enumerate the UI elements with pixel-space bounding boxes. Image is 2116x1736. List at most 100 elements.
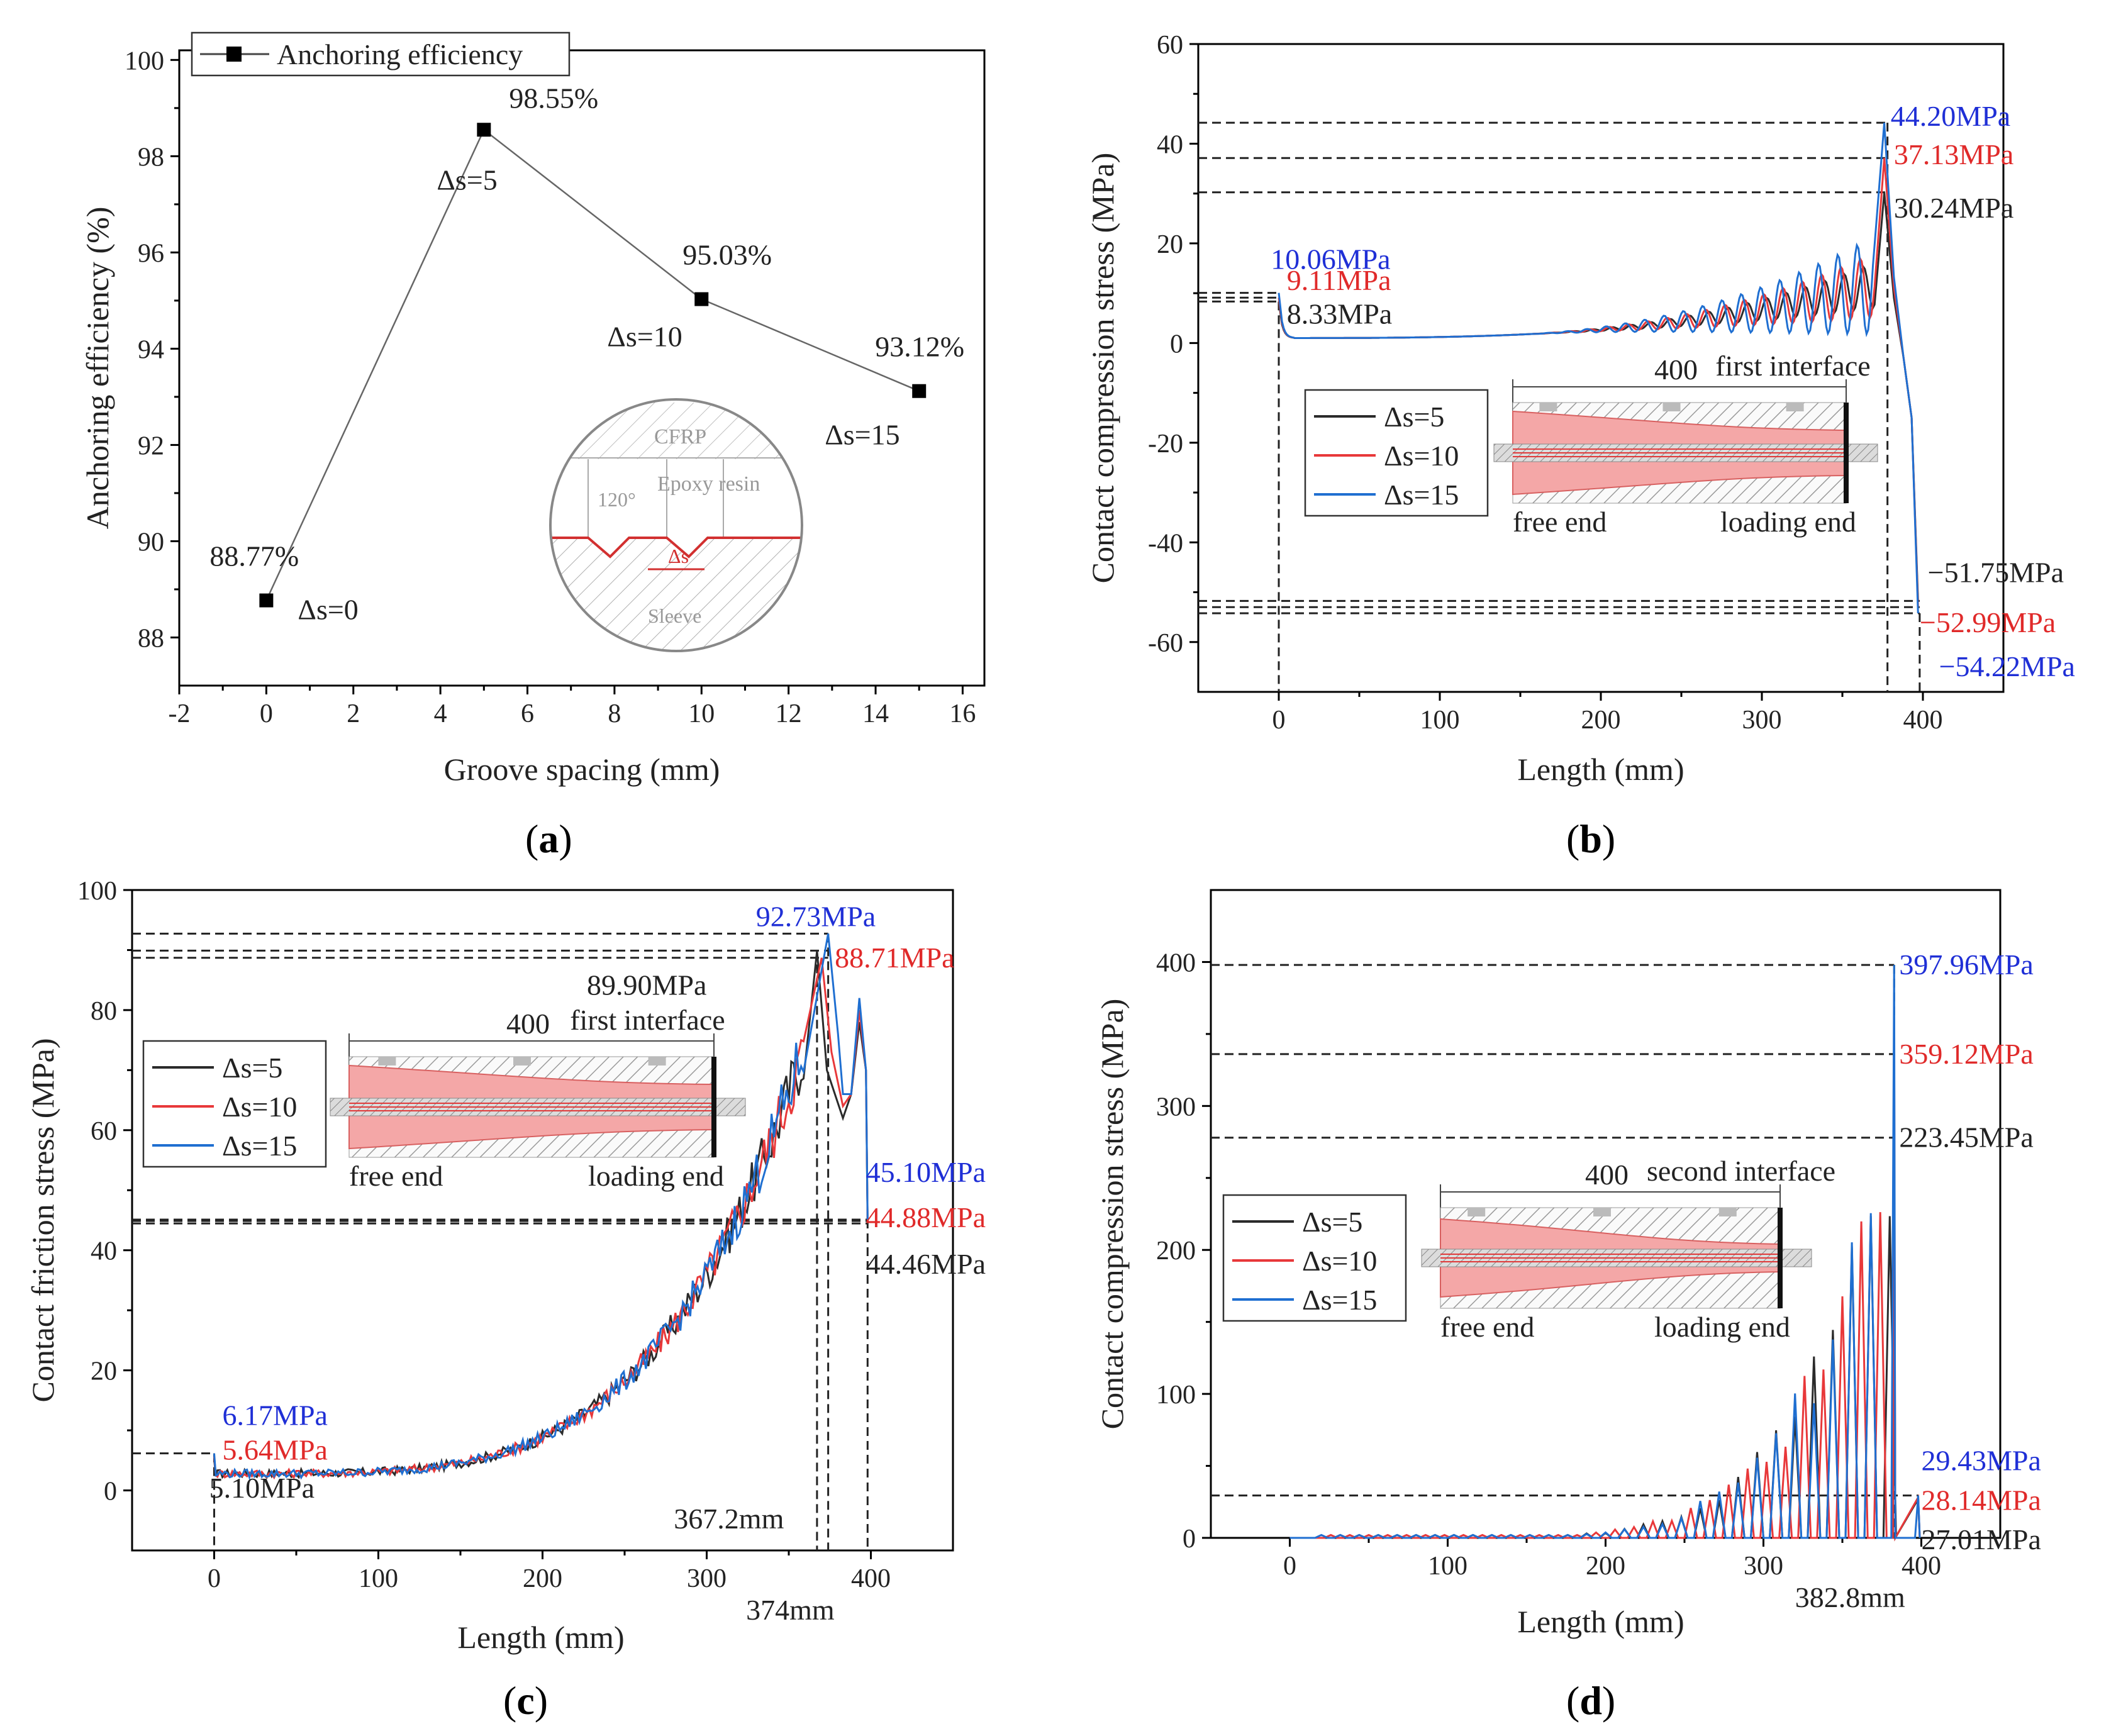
value-label: 9.11MPa [1287, 264, 1391, 296]
value-label: 88.71MPa [835, 942, 954, 974]
panel-c: 0 100 200 300 400 0 20 40 60 80 100 Length (mm) C… [25, 877, 986, 1723]
x-tick-label: 12 [776, 699, 802, 728]
value-label: 92.73MPa [756, 900, 876, 932]
panel-b: 0 100 200 300 400 -60 -40 -20 0 20 40 60 Length (m… [1085, 31, 2075, 861]
legend: Δs=5 Δs=10 Δs=15 [1222, 1194, 1407, 1322]
y-axis-ticks: 88 90 92 94 96 98 100 [125, 47, 179, 653]
loading-plate [1778, 1208, 1783, 1308]
groove-block [378, 1057, 396, 1066]
groove-block [1593, 1208, 1611, 1216]
value-label: 30.24MPa [1894, 192, 2013, 224]
legend: Δs=5 Δs=10 Δs=15 [1304, 389, 1489, 517]
x-axis-label: Length (mm) [457, 1620, 624, 1655]
legend-label: Δs=15 [1302, 1284, 1377, 1316]
x-axis-ticks: 0 100 200 300 400 [1272, 692, 1943, 735]
loading-plate [711, 1057, 716, 1157]
value-label: 8.33MPa [1287, 298, 1392, 330]
caption-a: (a) [525, 816, 572, 861]
position-label: 382.8mm [1795, 1581, 1905, 1613]
y-tick-label: 92 [138, 431, 164, 460]
x-tick-label: 400 [1902, 1552, 1941, 1581]
inset-label: Sleeve [648, 604, 701, 627]
y-tick-label: 40 [1157, 130, 1183, 159]
reference-lines [1198, 121, 1921, 692]
y-tick-label: 300 [1156, 1093, 1196, 1121]
x-tick-label: 300 [1744, 1552, 1783, 1581]
legend-label: Δs=10 [1302, 1245, 1377, 1277]
value-label: 89.90MPa [587, 969, 706, 1001]
dimension-label: 400 [1654, 353, 1698, 386]
x-tick-label: 200 [1581, 706, 1621, 735]
x-tick-label: 400 [1903, 706, 1943, 735]
y-tick-label: 20 [1157, 230, 1183, 259]
x-tick-label: 200 [523, 1564, 562, 1593]
panel-a: -2 0 2 4 6 8 10 12 14 16 88 90 92 94 96 98 100 Groove s… [80, 31, 986, 861]
series-layer [1289, 965, 1921, 1542]
plot-frame [178, 49, 986, 687]
x-tick-label: 0 [1272, 706, 1286, 735]
caption-b: (b) [1566, 816, 1615, 861]
x-axis-ticks: 0 100 200 300 400 [208, 1550, 891, 1593]
inset-end-label: free end [349, 1160, 443, 1192]
value-label: 44.20MPa [1891, 100, 2010, 132]
x-tick-label: 100 [359, 1564, 398, 1593]
y-tick-label: 94 [138, 335, 164, 364]
efficiency-line [265, 128, 920, 601]
efficiency-point [694, 292, 709, 306]
groove-block [513, 1057, 531, 1066]
value-label: 5.10MPa [209, 1472, 315, 1504]
groove-inset-diagram: CFRP Epoxy resin 120° Δs Sleeve [549, 398, 803, 652]
spacing-label: Δs=10 [607, 321, 682, 353]
x-tick-label: 0 [260, 699, 273, 728]
y-tick-label: 80 [91, 997, 117, 1026]
interface-label: first interface [570, 1004, 725, 1036]
y-tick-label: 0 [1183, 1525, 1196, 1554]
x-tick-label: -2 [169, 699, 191, 728]
series-layer [259, 123, 927, 608]
value-label: 223.45MPa [1899, 1121, 2033, 1154]
value-label: 44.46MPa [866, 1248, 986, 1280]
legend: Anchoring efficiency [191, 31, 571, 77]
x-tick-label: 10 [688, 699, 715, 728]
legend-marker [226, 47, 242, 62]
y-tick-label: 88 [138, 624, 164, 653]
value-label: 45.10MPa [866, 1156, 986, 1188]
value-label: 93.12% [875, 331, 964, 363]
caption-letter: c [516, 1678, 534, 1723]
groove-block [1539, 403, 1557, 411]
y-axis-ticks: -60 -40 -20 0 20 40 60 [1148, 31, 1198, 658]
x-tick-label: 16 [949, 699, 976, 728]
spacing-label: Δs=15 [825, 419, 899, 451]
legend-label: Δs=5 [1302, 1206, 1362, 1238]
groove-block [1718, 1208, 1737, 1216]
x-axis-label: Groove spacing (mm) [444, 752, 720, 787]
legend-label: Δs=5 [1384, 401, 1444, 433]
groove-block [648, 1057, 666, 1066]
x-axis-label: Length (mm) [1517, 752, 1684, 787]
interface-label: second interface [1647, 1155, 1835, 1187]
stress-series-Δs=15 [1278, 123, 1919, 614]
spacing-label: Δs=0 [298, 594, 358, 626]
anchor-inset-diagram: 400 first interface free end loading end [1493, 350, 1878, 538]
value-label: 359.12MPa [1899, 1038, 2033, 1070]
x-tick-label: 400 [851, 1564, 891, 1593]
value-label: 98.55% [509, 82, 598, 114]
inset-end-label: loading end [1654, 1311, 1790, 1343]
inset-label: 120° [598, 488, 636, 511]
value-label: 10.06MPa [1271, 243, 1390, 275]
value-label: 88.77% [209, 540, 299, 572]
inset-end-label: free end [1440, 1311, 1534, 1343]
inset-end-label: loading end [1720, 506, 1856, 538]
y-tick-label: 200 [1156, 1237, 1196, 1266]
y-axis-label: Anchoring efficiency (%) [80, 207, 115, 530]
x-tick-label: 200 [1586, 1552, 1625, 1581]
value-label: −52.99MPa [1920, 606, 2056, 638]
groove-block [1786, 403, 1804, 411]
value-label: 44.88MPa [866, 1201, 986, 1233]
x-tick-label: 300 [687, 1564, 727, 1593]
y-tick-label: 100 [77, 877, 117, 906]
y-tick-label: -60 [1148, 629, 1183, 658]
dimension-label: 400 [1585, 1159, 1629, 1191]
value-label: 29.43MPa [1922, 1445, 2041, 1477]
